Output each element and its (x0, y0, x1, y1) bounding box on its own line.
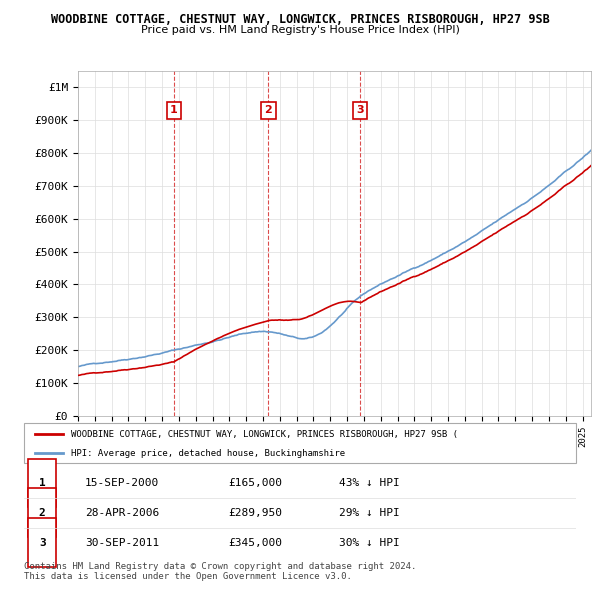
Text: WOODBINE COTTAGE, CHESTNUT WAY, LONGWICK, PRINCES RISBOROUGH, HP27 9SB (: WOODBINE COTTAGE, CHESTNUT WAY, LONGWICK… (71, 430, 458, 439)
FancyBboxPatch shape (28, 519, 56, 567)
Text: 1: 1 (170, 105, 178, 115)
Text: WOODBINE COTTAGE, CHESTNUT WAY, LONGWICK, PRINCES RISBOROUGH, HP27 9SB: WOODBINE COTTAGE, CHESTNUT WAY, LONGWICK… (50, 13, 550, 26)
Text: £289,950: £289,950 (228, 508, 282, 517)
Text: 30% ↓ HPI: 30% ↓ HPI (338, 537, 400, 548)
Text: 2: 2 (39, 508, 46, 517)
Text: 29% ↓ HPI: 29% ↓ HPI (338, 508, 400, 517)
Text: HPI: Average price, detached house, Buckinghamshire: HPI: Average price, detached house, Buck… (71, 448, 345, 458)
Text: 15-SEP-2000: 15-SEP-2000 (85, 478, 159, 488)
Text: 3: 3 (356, 105, 364, 115)
Text: 3: 3 (39, 537, 46, 548)
FancyBboxPatch shape (28, 458, 56, 507)
FancyBboxPatch shape (28, 489, 56, 537)
FancyBboxPatch shape (24, 423, 576, 463)
Text: 43% ↓ HPI: 43% ↓ HPI (338, 478, 400, 488)
Text: 1: 1 (39, 478, 46, 488)
Text: 30-SEP-2011: 30-SEP-2011 (85, 537, 159, 548)
Text: 28-APR-2006: 28-APR-2006 (85, 508, 159, 517)
Text: £345,000: £345,000 (228, 537, 282, 548)
Text: 2: 2 (265, 105, 272, 115)
Text: £165,000: £165,000 (228, 478, 282, 488)
Text: Price paid vs. HM Land Registry's House Price Index (HPI): Price paid vs. HM Land Registry's House … (140, 25, 460, 35)
Text: Contains HM Land Registry data © Crown copyright and database right 2024.
This d: Contains HM Land Registry data © Crown c… (24, 562, 416, 581)
